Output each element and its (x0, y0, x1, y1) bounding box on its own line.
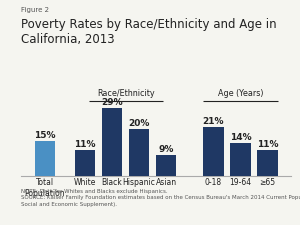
Bar (257, 150, 278, 176)
Text: Race/Ethnicity: Race/Ethnicity (97, 89, 154, 98)
Text: 29%: 29% (101, 98, 123, 107)
Bar (102, 108, 122, 176)
Text: 11%: 11% (256, 140, 278, 149)
Bar (75, 150, 95, 176)
Text: 11%: 11% (74, 140, 96, 149)
Bar (129, 129, 149, 176)
Text: 20%: 20% (128, 119, 150, 128)
Bar (203, 127, 224, 176)
Text: 15%: 15% (34, 131, 56, 140)
Text: 14%: 14% (230, 133, 251, 142)
Text: NOTE: Data for Whites and Blacks exclude Hispanics.
SOURCE: Kaiser Family Founda: NOTE: Data for Whites and Blacks exclude… (21, 189, 300, 207)
Text: Age (Years): Age (Years) (218, 89, 263, 98)
Text: 21%: 21% (202, 117, 224, 126)
Text: Poverty Rates by Race/Ethnicity and Age in California, 2013: Poverty Rates by Race/Ethnicity and Age … (21, 18, 277, 46)
Text: Figure 2: Figure 2 (21, 7, 49, 13)
Text: 9%: 9% (158, 144, 174, 153)
Bar (156, 155, 176, 176)
Bar (34, 141, 55, 176)
Bar (230, 143, 250, 176)
